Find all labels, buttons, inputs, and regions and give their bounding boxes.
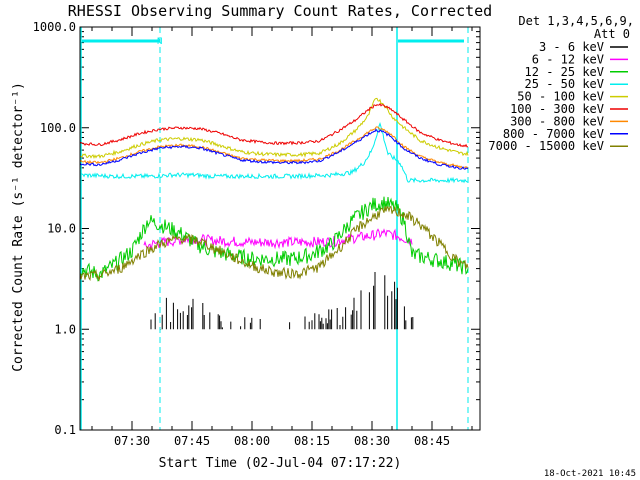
y-tick-label: 1.0	[54, 322, 76, 336]
chart-plot-layer: 0.1 1.0 10.0 100.0 1000.0 07:30 07:45 08:00 08:1…	[33, 20, 628, 448]
y-tick-label: 0.1	[54, 423, 76, 437]
x-tick-label: 07:45	[174, 434, 210, 448]
series-line-7	[79, 126, 469, 170]
legend-label-4: 25 - 50 keV	[525, 77, 604, 91]
y-tick-label: 1000.0	[33, 20, 76, 34]
legend-label-6: 100 - 300 keV	[510, 102, 604, 116]
legend-label-2: 6 - 12 keV	[532, 52, 604, 66]
y-tick-label: 10.0	[47, 222, 76, 236]
legend-label-9: 7000 - 15000 keV	[488, 139, 604, 153]
x-tick-label: 08:45	[414, 434, 450, 448]
legend-label-5: 50 - 100 keV	[517, 90, 604, 104]
x-tick-label: 08:00	[234, 434, 270, 448]
series-line-4	[79, 122, 469, 184]
series-line-6	[79, 103, 469, 148]
series-line-3	[79, 196, 469, 282]
x-axis-label: Start Time (02-Jul-04 07:17:22)	[159, 456, 402, 471]
legend-label-1: 3 - 6 keV	[539, 40, 604, 54]
series-line-1	[150, 272, 414, 330]
legend-detector-line1: Det 1,3,4,5,6,9,	[518, 14, 634, 28]
y-tick-label: 100.0	[40, 121, 76, 135]
series-line-2	[143, 228, 413, 251]
night-flag: N	[157, 37, 162, 47]
x-tick-label: 07:30	[114, 434, 150, 448]
series-line-9	[79, 205, 469, 282]
legend-attenuator-line: Att 0	[594, 27, 630, 41]
legend-label-8: 800 - 7000 keV	[503, 127, 604, 141]
x-tick-label: 08:30	[354, 434, 390, 448]
legend-label-3: 12 - 25 keV	[525, 65, 604, 79]
legend-label-7: 300 - 800 keV	[510, 114, 604, 128]
chart-title: RHESSI Observing Summary Count Rates, Co…	[68, 2, 492, 20]
x-tick-label: 08:15	[294, 434, 330, 448]
y-axis-label: Corrected Count Rate (s⁻¹ detector⁻¹)	[11, 82, 26, 372]
series-line-8	[79, 128, 469, 170]
footer-timestamp: 18-Oct-2021 10:45	[544, 469, 636, 479]
plot-frame	[79, 26, 481, 431]
series-line-5	[79, 97, 469, 160]
